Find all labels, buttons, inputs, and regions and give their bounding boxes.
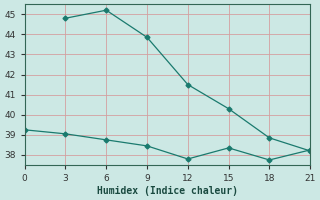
X-axis label: Humidex (Indice chaleur): Humidex (Indice chaleur) xyxy=(97,186,238,196)
